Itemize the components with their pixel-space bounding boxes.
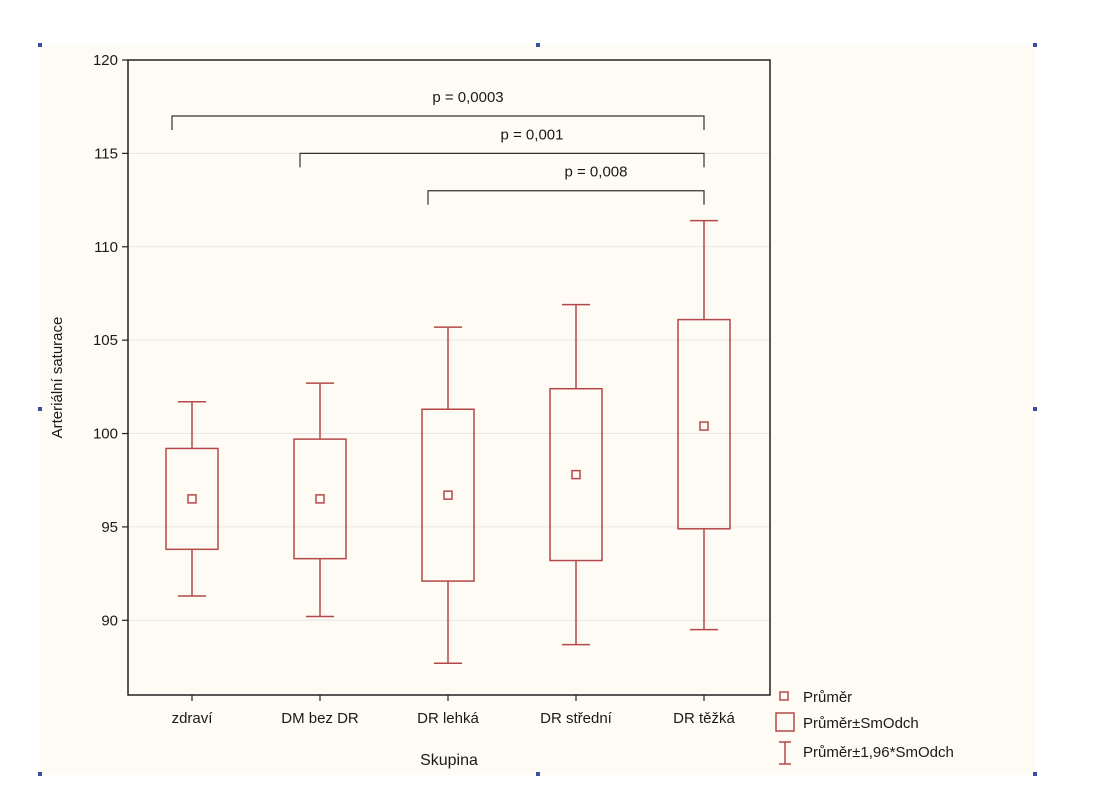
selection-handle[interactable] (1033, 43, 1037, 47)
y-tick-label: 95 (101, 519, 118, 536)
box (677, 318, 731, 530)
x-tick-label: DM bez DR (281, 710, 359, 727)
significance-bracket (299, 152, 705, 168)
legend-mean-symbol (779, 691, 789, 701)
legend-box-label: Průměr±SmOdch (803, 715, 919, 732)
grid-layer (128, 59, 770, 621)
chart-area (40, 45, 1035, 775)
selection-handle[interactable] (536, 43, 540, 47)
selection-handle[interactable] (38, 407, 42, 411)
mean-marker (187, 494, 197, 504)
legend-box-symbol (775, 712, 795, 732)
mean-marker (699, 421, 709, 431)
x-tick-label: DR střední (540, 710, 613, 727)
selection-handle[interactable] (1033, 407, 1037, 411)
mean-marker (315, 494, 325, 504)
x-tick-label: DR těžká (673, 710, 735, 727)
box (293, 438, 347, 560)
x-tick-label: zdraví (172, 710, 214, 727)
significance-bracket (427, 190, 705, 205)
box (421, 408, 475, 582)
p-value-label: p = 0,001 (501, 126, 564, 143)
x-axis-label: Skupina (420, 752, 478, 769)
box (549, 387, 603, 562)
mean-marker (571, 469, 581, 480)
selection-handle[interactable] (1033, 772, 1037, 776)
y-tick-label: 110 (94, 239, 118, 256)
selection-handle[interactable] (38, 772, 42, 776)
p-value-label: p = 0,008 (565, 164, 628, 181)
data-layer (165, 219, 731, 664)
box (165, 447, 219, 551)
y-tick-label: 90 (101, 612, 118, 629)
annotations-layer: p = 0,0003 p = 0,001 p = 0,008 (171, 89, 705, 205)
y-axis-label: Arteriální saturace (49, 317, 66, 439)
y-tick-label: 100 (93, 426, 118, 443)
x-tick-label: DR lehká (417, 710, 479, 727)
legend: Průměr Průměr±SmOdch Průměr±1,96*SmOdch (775, 689, 954, 765)
legend-mean-label: Průměr (803, 689, 852, 706)
legend-whisker-label: Průměr±1,96*SmOdch (803, 744, 954, 761)
x-axis-ticks: zdraví DM bez DR DR lehká DR střední DR těžk… (172, 695, 735, 727)
y-axis-ticks: 90 95 100 105 110 115 120 (93, 52, 128, 629)
plot-frame (127, 59, 771, 696)
selection-handle[interactable] (38, 43, 42, 47)
p-value-label: p = 0,0003 (432, 89, 503, 106)
mean-marker (443, 490, 453, 500)
y-tick-label: 115 (94, 145, 118, 162)
legend-whisker-symbol (779, 741, 791, 765)
selection-handle[interactable] (536, 772, 540, 776)
y-tick-label: 120 (93, 52, 118, 69)
y-tick-label: 105 (93, 332, 118, 349)
significance-bracket (171, 115, 705, 131)
